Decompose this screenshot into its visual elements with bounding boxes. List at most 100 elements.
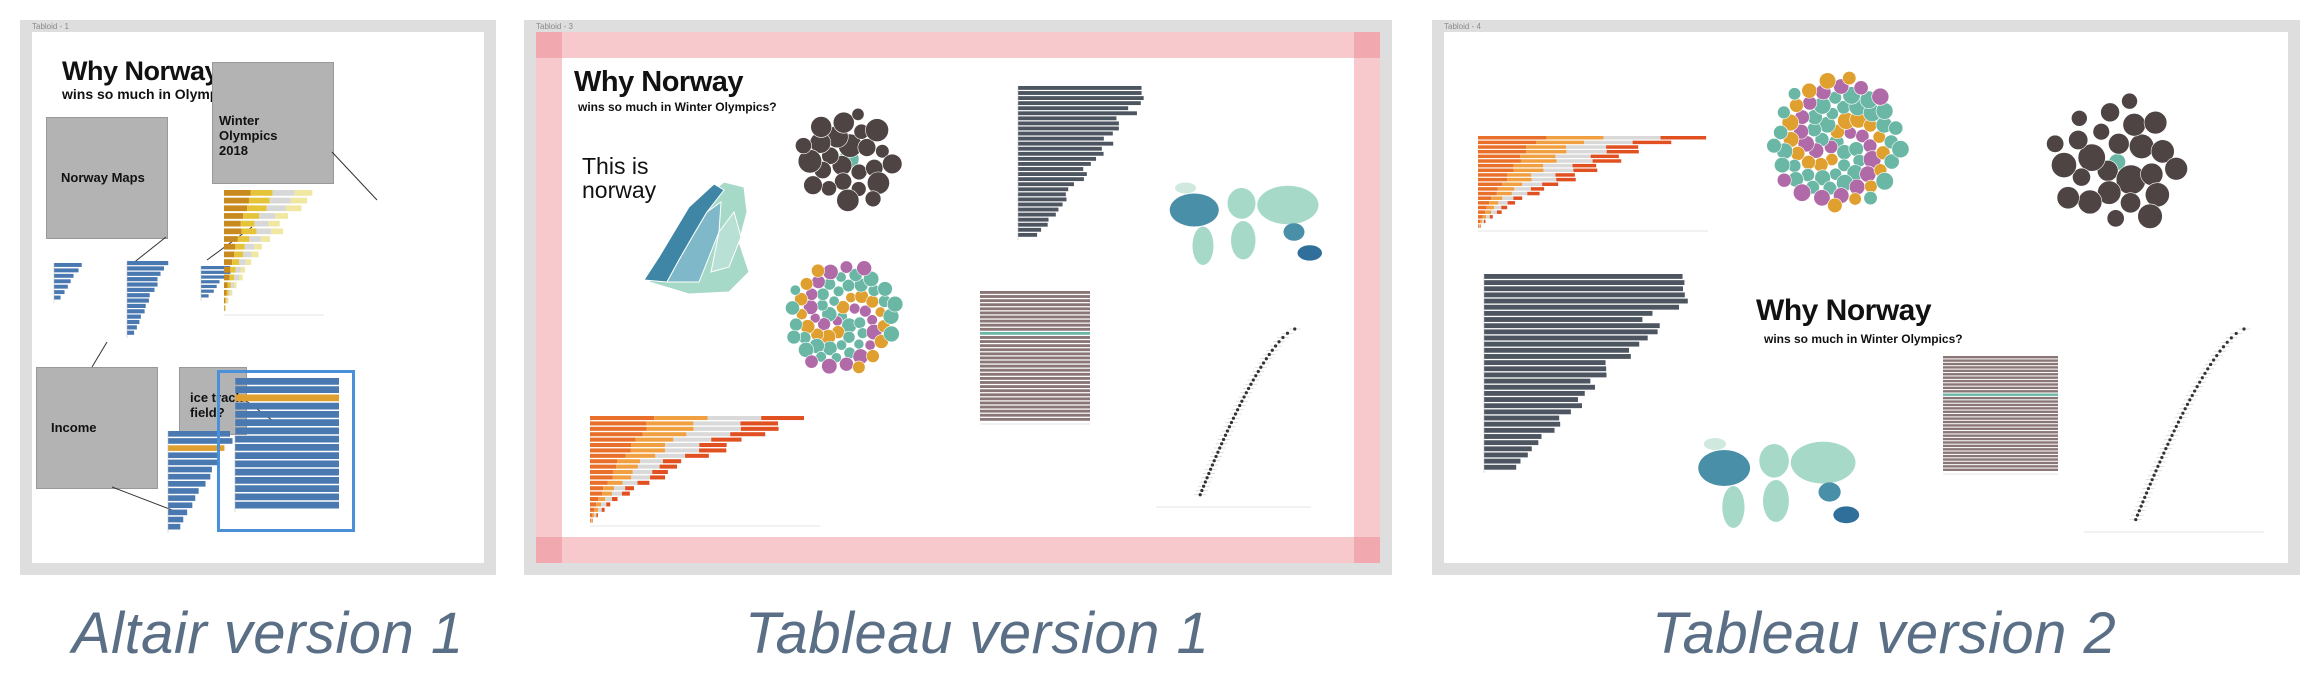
finland-shape xyxy=(710,210,742,273)
stack-segment xyxy=(224,289,227,296)
dot-mark xyxy=(2174,424,2178,429)
continent-shape xyxy=(1790,441,1856,484)
bubble-mark xyxy=(1864,179,1878,194)
bar-mark xyxy=(1018,141,1114,146)
stack-segment xyxy=(1584,140,1633,145)
stack-segment xyxy=(1482,219,1484,224)
stack-segment xyxy=(590,443,631,448)
bleed-corner-bl xyxy=(536,537,562,563)
efficiency-dot-plot xyxy=(2084,327,2264,533)
bar-mark xyxy=(127,303,146,309)
bar-mark xyxy=(1018,121,1119,126)
bar-mark xyxy=(1484,421,1561,427)
stack-segment xyxy=(1632,140,1672,145)
dot-mark xyxy=(2181,411,2185,415)
population-circle-pack xyxy=(785,260,904,375)
stripe-bar xyxy=(980,372,1090,376)
dot-mark xyxy=(1209,467,1213,471)
dot-mark xyxy=(1249,382,1253,386)
stack-segment xyxy=(286,205,302,212)
stack-segment xyxy=(740,421,779,426)
stack-segment xyxy=(225,305,227,312)
stack-segment xyxy=(271,228,284,235)
stack-segment xyxy=(1478,224,1480,228)
bubble-mark xyxy=(877,281,893,297)
bubble-mark xyxy=(839,356,854,372)
stack-segment xyxy=(228,289,231,296)
dot-mark xyxy=(2218,349,2222,353)
stack-segment xyxy=(662,459,682,464)
stack-segment xyxy=(711,437,742,442)
placeholder-income[interactable]: Income xyxy=(36,367,158,489)
stack-segment xyxy=(225,297,227,304)
stack-segment xyxy=(605,497,613,502)
bar-mark xyxy=(1484,304,1680,310)
dot-mark xyxy=(2206,367,2210,371)
bubble-mark xyxy=(864,190,882,208)
bar-mark xyxy=(1018,217,1049,222)
medal-bubble-chart xyxy=(795,107,903,212)
this-is-norway-text: This is norway xyxy=(582,153,657,203)
bubble-mark xyxy=(882,153,903,175)
bubble-mark xyxy=(845,292,857,304)
continent-shape xyxy=(1763,480,1789,522)
bar-mark xyxy=(235,427,339,435)
stack-segment xyxy=(1486,205,1495,210)
bubble-mark xyxy=(856,260,872,277)
stack-segment xyxy=(224,259,233,265)
stack-segment xyxy=(243,213,260,219)
altair-medal-stacked-chart xyxy=(224,190,324,316)
stack-segment xyxy=(617,459,641,464)
bar-mark xyxy=(168,509,188,516)
placeholder-winter-olympics[interactable]: Winter Olympics 2018 xyxy=(212,62,334,184)
board-label: Tabloid - 1 xyxy=(32,22,69,31)
bleed-left xyxy=(536,32,562,563)
stack-segment xyxy=(229,274,235,281)
board-altair[interactable]: Tabloid - 1 Why Norway wins so much in O… xyxy=(20,20,496,575)
bubble-mark xyxy=(1888,120,1904,136)
stack-segment xyxy=(590,491,602,496)
bar-mark xyxy=(1018,232,1038,237)
stripe-bar xyxy=(980,311,1090,315)
stack-segment xyxy=(1478,159,1521,163)
bleed-corner-tr xyxy=(1354,32,1380,58)
stack-segment xyxy=(730,432,766,437)
bubble-mark xyxy=(850,163,868,181)
bar-mark xyxy=(54,273,74,278)
bleed-right xyxy=(1354,32,1380,563)
stack-segment xyxy=(601,507,605,512)
placeholder-norway-maps[interactable]: Norway Maps xyxy=(46,117,168,239)
bar-mark xyxy=(235,444,339,451)
dot-mark xyxy=(2179,416,2183,420)
dot-mark xyxy=(1235,408,1240,412)
stack-segment xyxy=(294,190,313,196)
bar-mark xyxy=(127,330,135,335)
page-subtitle: wins so much in Winter Olympics? xyxy=(578,100,777,114)
board-tableau-1[interactable]: Tabloid - 3 Why Norway wins so much in W… xyxy=(524,20,1392,575)
stack-segment xyxy=(224,205,248,212)
stack-segment xyxy=(625,486,634,491)
stack-segment xyxy=(611,491,622,496)
bar-mark xyxy=(168,459,218,466)
bubble-mark xyxy=(857,138,877,157)
bar-mark xyxy=(1484,310,1653,316)
stripe-bar xyxy=(980,401,1090,405)
stack-segment xyxy=(234,251,243,258)
stripe-bar xyxy=(980,331,1090,335)
stack-segment xyxy=(226,289,229,296)
dot-mark xyxy=(1198,493,1202,497)
bar-mark xyxy=(1484,409,1571,415)
board-tableau-2[interactable]: Tabloid - 4 Why Norway wins so much in W… xyxy=(1432,20,2300,575)
stack-segment xyxy=(1502,182,1523,186)
bar-mark xyxy=(1018,177,1084,182)
bar-mark xyxy=(1018,182,1074,187)
norway-map xyxy=(643,181,750,295)
bubble-mark xyxy=(1848,178,1866,196)
bar-mark xyxy=(168,431,231,437)
stripe-bar xyxy=(1943,386,2058,390)
selected-chart-highlight[interactable] xyxy=(217,370,355,532)
stack-segment xyxy=(1526,145,1567,149)
stack-segment xyxy=(224,266,231,273)
continent-shape xyxy=(1231,221,1256,260)
continent-shape xyxy=(1175,182,1196,194)
